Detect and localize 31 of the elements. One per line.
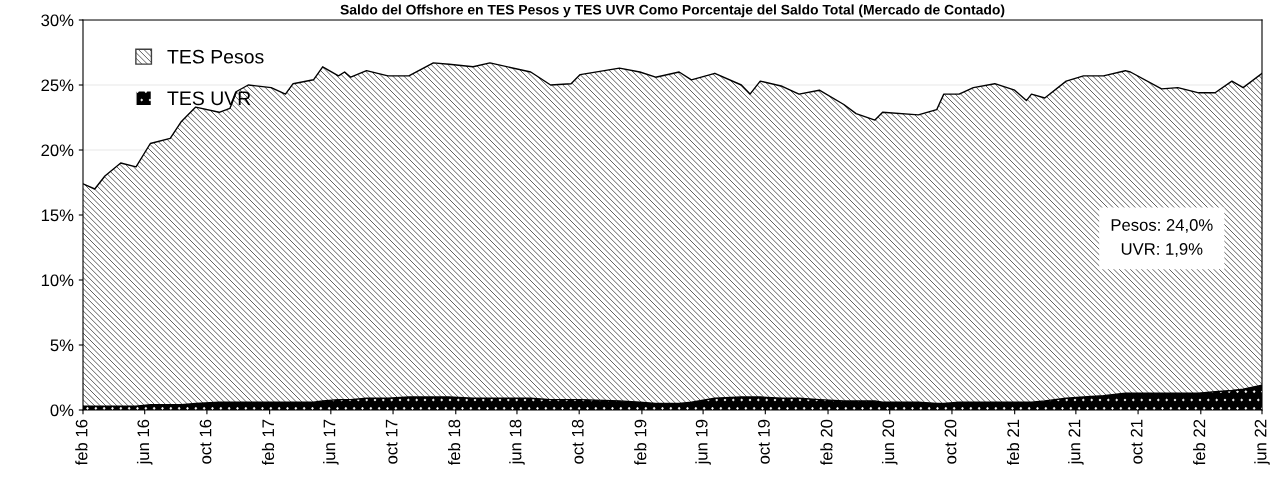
y-tick-label: 5% — [50, 339, 74, 352]
x-tick-label: oct 21 — [1130, 419, 1143, 464]
x-tick-label: jun 17 — [323, 419, 339, 465]
y-tick-label: 15% — [41, 209, 74, 222]
x-tick-label: jun 16 — [136, 419, 153, 465]
x-tick-label: oct 16 — [199, 419, 212, 464]
x-tick-label: oct 19 — [757, 419, 770, 464]
x-tick-label: oct 17 — [385, 419, 398, 464]
x-tick-label: oct 20 — [944, 419, 957, 464]
x-tick-label: feb 21 — [1006, 419, 1020, 466]
chart-title: Saldo del Offshore en TES Pesos y TES UVR Como Porcentaje del Saldo Total (Mercado de Contado) — [340, 4, 1005, 18]
annotation: Pesos: 24,0% — [1111, 219, 1213, 233]
x-tick-label: feb 17 — [261, 419, 275, 466]
x-tick-label: feb 19 — [634, 419, 647, 466]
y-tick-label: 20% — [41, 144, 74, 157]
y-tick-label: 10% — [41, 274, 74, 287]
annotation: UVR: 1,9% — [1121, 243, 1203, 257]
x-tick-label: feb 18 — [448, 419, 461, 466]
x-tick-label: jun 18 — [509, 419, 525, 465]
x-tick-label: jun 20 — [881, 419, 898, 465]
legend-label: TES Pesos — [167, 49, 264, 64]
x-tick-label: feb 22 — [1193, 419, 1206, 466]
x-tick-label: feb 20 — [820, 419, 833, 466]
x-tick-label: jun 19 — [695, 419, 711, 465]
y-tick-label: 30% — [41, 14, 74, 27]
x-tick-label: jun 21 — [1068, 419, 1084, 465]
x-tick-label: jun 22 — [1254, 419, 1270, 465]
y-tick-label: 0% — [50, 404, 74, 417]
x-tick-label: feb 16 — [75, 419, 88, 466]
x-tick-label: oct 18 — [571, 419, 584, 464]
y-tick-label: 25% — [41, 79, 74, 92]
